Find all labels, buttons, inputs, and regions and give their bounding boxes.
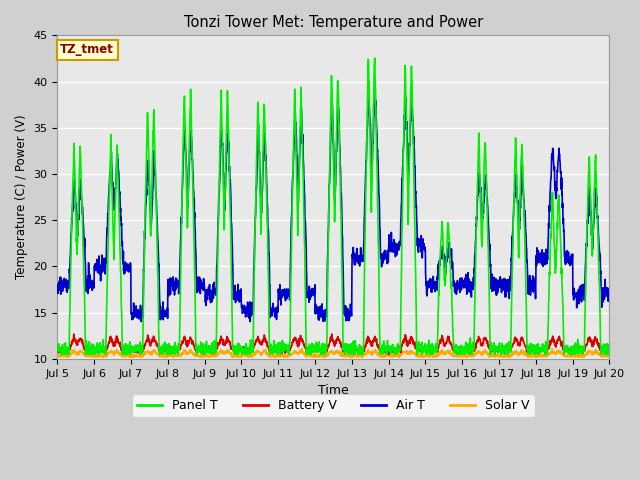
Air T <box>246 319 254 324</box>
Panel T <box>605 345 613 350</box>
Battery V <box>557 338 565 344</box>
Air T <box>207 288 215 293</box>
Battery V <box>349 348 357 353</box>
Panel T <box>208 342 216 348</box>
Battery V <box>605 348 613 354</box>
Y-axis label: Temperature (C) / Power (V): Temperature (C) / Power (V) <box>15 115 28 279</box>
Battery V <box>207 344 215 350</box>
Air T <box>605 297 613 303</box>
Solar V <box>557 349 565 355</box>
Panel T <box>362 204 369 210</box>
Line: Panel T: Panel T <box>58 58 609 354</box>
Solar V <box>298 346 306 351</box>
Air T <box>349 251 357 257</box>
Air T <box>494 286 502 292</box>
X-axis label: Time: Time <box>318 384 349 397</box>
Legend: Panel T, Battery V, Air T, Solar V: Panel T, Battery V, Air T, Solar V <box>132 395 535 418</box>
Text: TZ_tmet: TZ_tmet <box>60 43 114 57</box>
Panel T <box>349 343 357 349</box>
Solar V <box>208 351 216 357</box>
Title: Tonzi Tower Met: Temperature and Power: Tonzi Tower Met: Temperature and Power <box>184 15 483 30</box>
Solar V <box>56 354 63 360</box>
Solar V <box>362 350 370 356</box>
Air T <box>557 172 565 178</box>
Panel T <box>54 345 61 351</box>
Line: Air T: Air T <box>58 83 609 322</box>
Panel T <box>494 350 502 356</box>
Panel T <box>371 55 378 61</box>
Air T <box>573 290 580 296</box>
Battery V <box>328 331 335 337</box>
Battery V <box>573 348 580 353</box>
Solar V <box>54 353 61 359</box>
Solar V <box>350 352 358 358</box>
Air T <box>54 289 61 295</box>
Line: Battery V: Battery V <box>58 334 609 354</box>
Line: Solar V: Solar V <box>58 348 609 357</box>
Air T <box>365 80 372 86</box>
Solar V <box>494 353 502 359</box>
Panel T <box>557 251 565 257</box>
Battery V <box>54 347 61 352</box>
Air T <box>362 175 369 180</box>
Panel T <box>573 344 580 349</box>
Battery V <box>494 347 502 352</box>
Solar V <box>605 353 613 359</box>
Solar V <box>573 351 580 357</box>
Battery V <box>385 351 393 357</box>
Battery V <box>362 344 369 349</box>
Panel T <box>57 351 65 357</box>
